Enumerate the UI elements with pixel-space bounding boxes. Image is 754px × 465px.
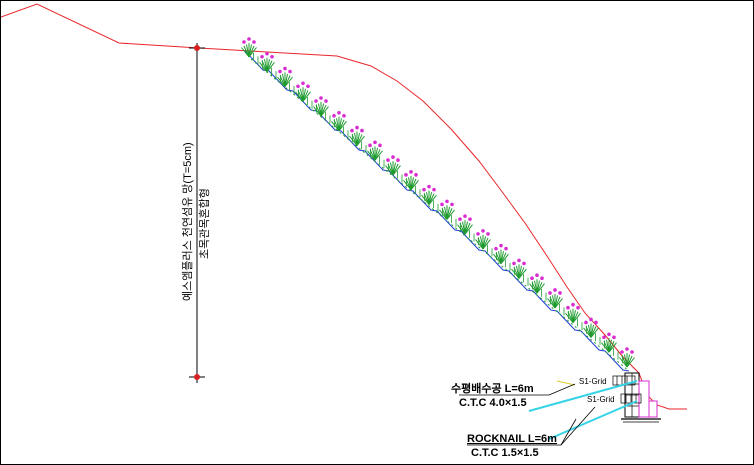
plant-symbol (403, 170, 425, 201)
dimension-node-top (194, 45, 200, 51)
plant-symbol (601, 332, 623, 364)
rocknail-bar (548, 400, 638, 440)
vertical-label-plant-type: 초목관목혼합형 (198, 188, 211, 259)
rocknail-leader-branch (560, 406, 596, 446)
plant-symbol (277, 66, 299, 98)
horizontal-drain-pipe (528, 380, 638, 412)
dimension-node-bottom (194, 374, 200, 380)
original-ground-line (1, 3, 687, 410)
drain-yellow-marker (556, 380, 576, 386)
plant-symbol (475, 229, 497, 260)
plant-symbol (619, 347, 635, 368)
plant-symbol (457, 214, 479, 246)
planting-row (241, 37, 635, 368)
drain-leader-line (459, 383, 576, 396)
plant-symbol (241, 37, 263, 69)
drain-label: 수평배수공 L=6m (451, 381, 534, 395)
slope-guide-dashed (250, 58, 630, 372)
rocknail-label: ROCKNAIL L=6m (467, 433, 557, 445)
plant-symbol (511, 258, 533, 290)
plant-symbol (565, 302, 587, 334)
drain-ctc-label: C.T.C 4.0×1.5 (459, 397, 527, 409)
vertical-label-mesh: 예스엠플러스 천연섬유 망(T=5cm) (180, 142, 194, 301)
svg-text:S1-Grid: S1-Grid (579, 377, 607, 386)
svg-text:S1-Grid: S1-Grid (587, 395, 615, 404)
plant-symbol (295, 81, 317, 113)
plant-symbol (547, 288, 569, 320)
plant-symbol (439, 199, 461, 231)
rocknail-ctc-label: C.T.C 1.5×1.5 (471, 447, 539, 459)
